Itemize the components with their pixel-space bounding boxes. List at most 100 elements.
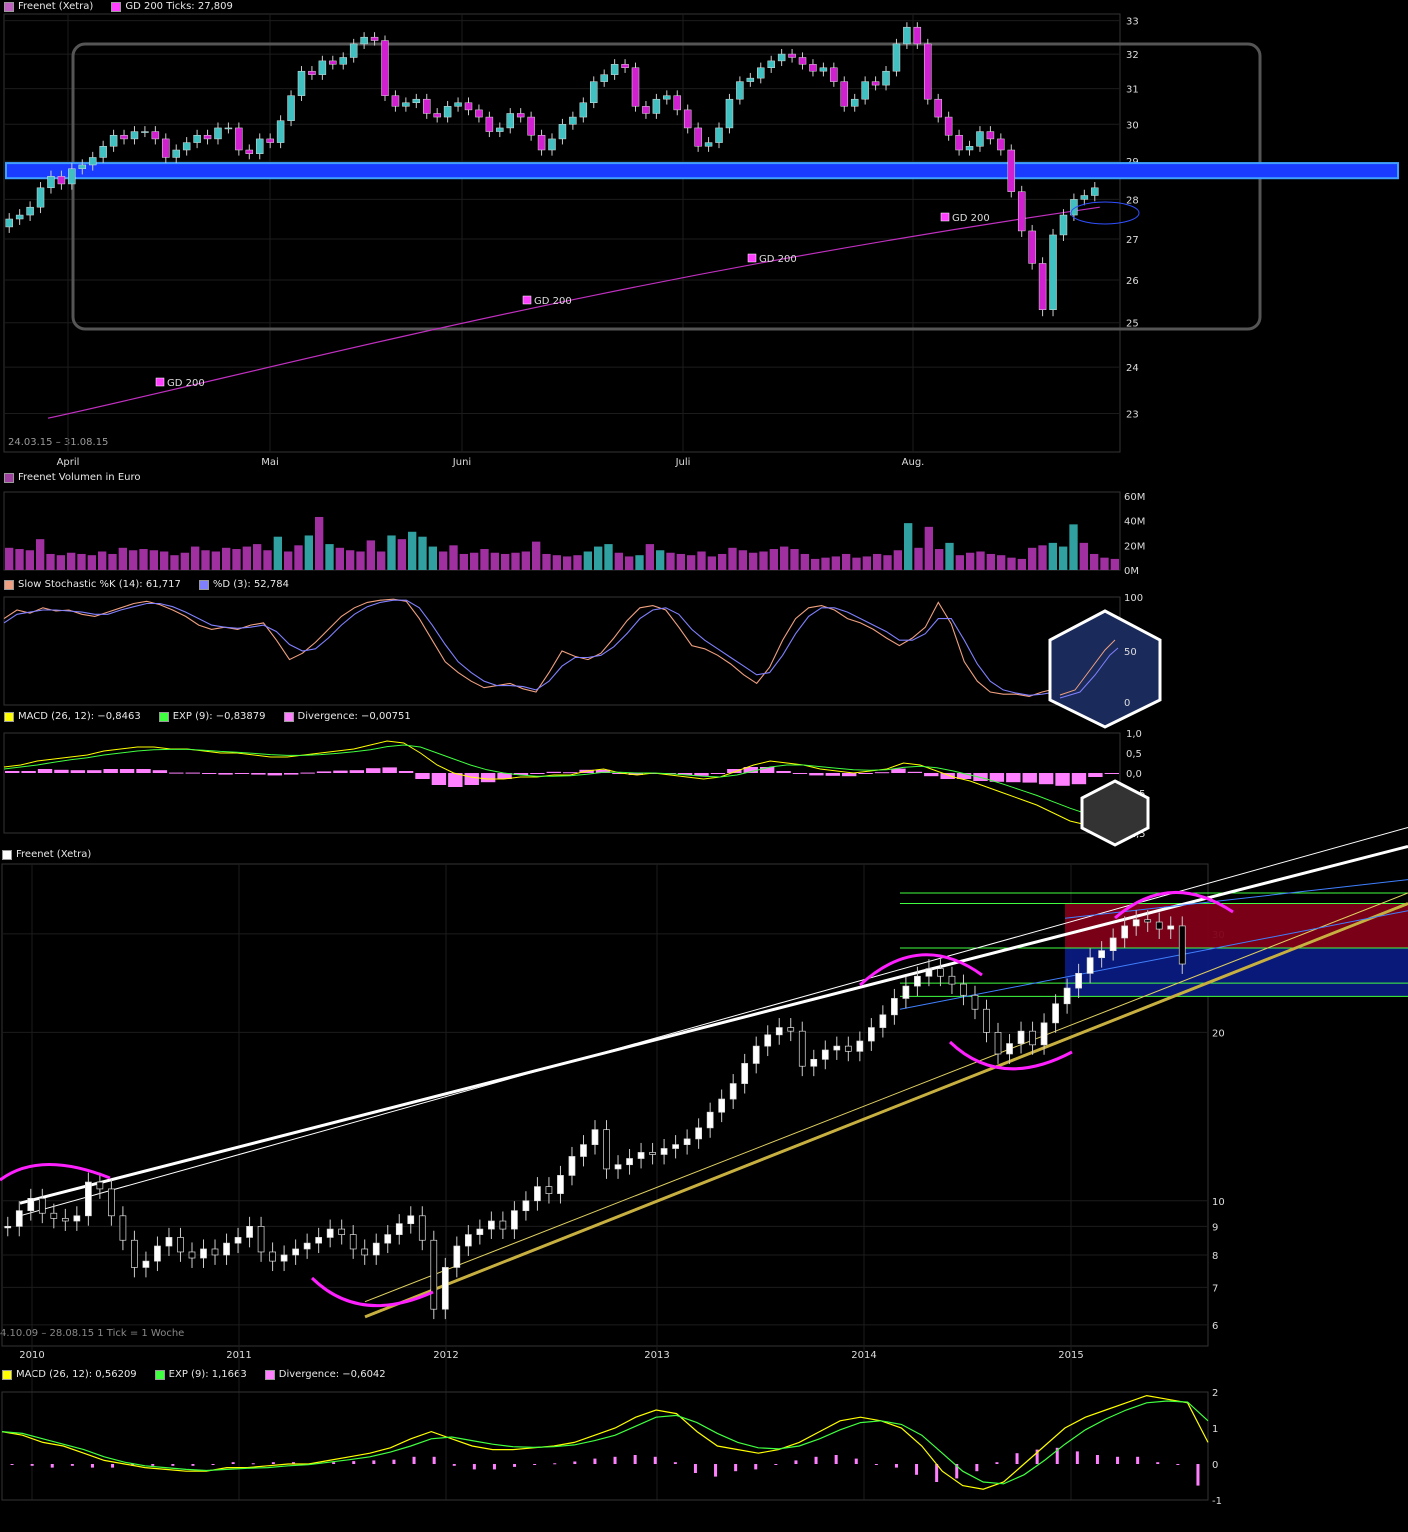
divergence-bar — [284, 773, 299, 775]
legend-entry: EXP (9): −0,83879 — [158, 711, 266, 722]
candle — [234, 1237, 242, 1244]
volume-bar — [594, 546, 603, 570]
candle — [1007, 149, 1016, 192]
volume-bar — [408, 531, 417, 570]
divergence-bar — [553, 1463, 557, 1465]
divergence-bar — [70, 770, 86, 773]
support-trendline-thin — [364, 892, 1408, 1303]
candle — [88, 157, 97, 166]
gd200-label: GD 200 — [534, 296, 572, 307]
candle — [960, 983, 967, 996]
candle — [441, 1267, 449, 1310]
y-tick-label: 24 — [1126, 363, 1139, 374]
candle — [407, 1215, 415, 1225]
gd200-marker — [940, 212, 950, 222]
panel-frame — [1, 863, 1209, 1347]
y-tick-label: 0,0 — [1126, 769, 1142, 780]
legend-label: Freenet (Xetra) — [18, 1, 94, 12]
volume-bar — [976, 551, 985, 570]
candle — [329, 60, 337, 65]
volume-bar — [842, 553, 851, 570]
candle — [1132, 919, 1140, 927]
divergence-bar — [136, 769, 151, 773]
candle — [706, 1111, 714, 1129]
divergence-bar — [759, 767, 775, 773]
candle — [1006, 1043, 1013, 1055]
divergence-bar — [5, 771, 20, 773]
candle — [764, 1034, 772, 1047]
volume-bar — [191, 546, 200, 570]
volume-bar — [800, 553, 809, 570]
candle — [276, 120, 285, 143]
candle — [663, 95, 671, 100]
candle — [266, 138, 274, 143]
volume-bar — [129, 550, 138, 570]
volume-bar — [1007, 557, 1016, 570]
highlight-ellipse — [1070, 201, 1140, 225]
candle — [182, 142, 191, 151]
y-tick-label: 0,5 — [1126, 749, 1142, 760]
gd200-label: GD 200 — [167, 378, 205, 389]
volume-bar — [284, 551, 293, 570]
volume-bar — [573, 555, 582, 570]
candle — [1155, 921, 1163, 930]
candle — [861, 81, 869, 100]
candle — [297, 70, 306, 96]
candle — [1086, 957, 1094, 974]
volume-bar — [893, 550, 902, 570]
candle — [269, 1251, 276, 1262]
volume-bar — [387, 535, 396, 570]
y-tick-label: 60M — [1124, 492, 1145, 503]
volume-bar — [201, 550, 210, 570]
candle — [57, 176, 66, 185]
gd200-marker — [747, 253, 757, 263]
candle — [430, 1239, 438, 1310]
divergence-bar — [382, 767, 397, 773]
pattern-arc — [310, 1276, 434, 1308]
candle — [736, 81, 744, 100]
candle — [476, 1228, 484, 1235]
legend-label: Freenet Volumen in Euro — [18, 472, 141, 483]
candle — [1080, 195, 1089, 200]
macd-line — [3, 744, 1121, 818]
volume-bar — [790, 549, 799, 570]
legend-label: EXP (9): −0,83879 — [172, 711, 266, 722]
divergence-bar — [714, 1464, 718, 1477]
divergence-bar — [891, 768, 906, 773]
divergence-bar — [955, 1464, 959, 1479]
candle — [214, 127, 222, 140]
stochastic-line — [3, 598, 1121, 697]
divergence-bar — [1071, 773, 1087, 785]
divergence-bar — [1116, 1456, 1120, 1464]
divergence-bar — [54, 769, 69, 773]
candle — [856, 1040, 864, 1052]
legend-swatch — [158, 711, 169, 722]
divergence-bar — [1015, 1453, 1019, 1464]
candle — [303, 1242, 311, 1250]
y-tick-label: 1,0 — [1126, 729, 1142, 740]
volume-bar — [222, 547, 231, 570]
divergence-bar — [673, 1462, 677, 1464]
candle — [130, 131, 139, 140]
divergence-bar — [218, 773, 233, 775]
candle — [1028, 230, 1036, 264]
panel-frame — [3, 732, 1121, 834]
candle — [308, 70, 316, 75]
y-tick-label: 20M — [1124, 541, 1145, 552]
pattern-arc — [858, 953, 983, 987]
volume-bar — [1100, 557, 1109, 570]
weekly-date-range: 4.10.09 – 28.08.15 1 Tick = 1 Woche — [0, 1328, 185, 1339]
divergence-bar — [492, 1464, 496, 1470]
divergence-bar — [111, 1464, 115, 1468]
volume-bar — [563, 556, 572, 570]
volume-bar — [1048, 542, 1057, 570]
legend-swatch — [283, 711, 294, 722]
candle — [287, 95, 295, 121]
x-tick-label: Aug. — [902, 457, 925, 468]
candle — [892, 43, 901, 72]
candle — [1075, 973, 1082, 989]
volume-bar — [397, 539, 406, 570]
highlight-hexagon — [1080, 779, 1150, 847]
pattern-arc — [0, 1163, 111, 1182]
volume-bar — [645, 544, 654, 570]
